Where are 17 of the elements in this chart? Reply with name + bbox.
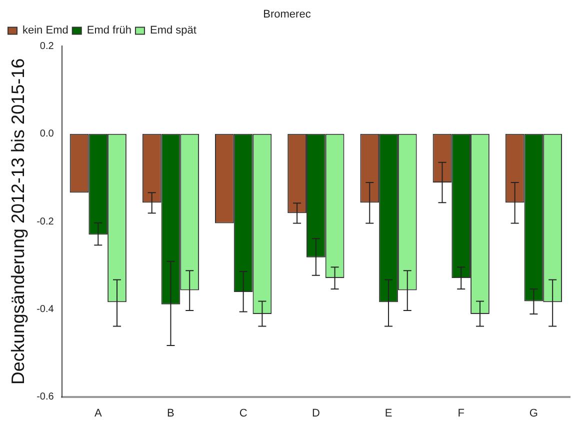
x-tick-label: F (458, 407, 465, 420)
x-tick-label: G (529, 407, 538, 420)
x-tick-label: D (312, 407, 320, 420)
y-tick-label: -0.6 (36, 392, 54, 403)
x-tick-label: A (94, 407, 102, 420)
legend-label: kein Emd (22, 24, 68, 37)
legend-label: Emd spät (150, 24, 196, 37)
x-tick-label: B (167, 407, 174, 420)
y-tick-label: -0.4 (36, 304, 54, 315)
x-tick-label: C (239, 407, 248, 420)
y-tick-label: 0.2 (40, 40, 54, 52)
chart-title: Bromerec (263, 8, 312, 21)
x-tick-label: E (384, 407, 392, 420)
y-axis-title: Deckungsänderung 2012-13 bis 2015-16 (8, 58, 28, 385)
y-tick-label: 0.0 (40, 128, 54, 140)
legend-label: Emd früh (86, 24, 132, 37)
y-tick-label: -0.2 (36, 216, 54, 228)
